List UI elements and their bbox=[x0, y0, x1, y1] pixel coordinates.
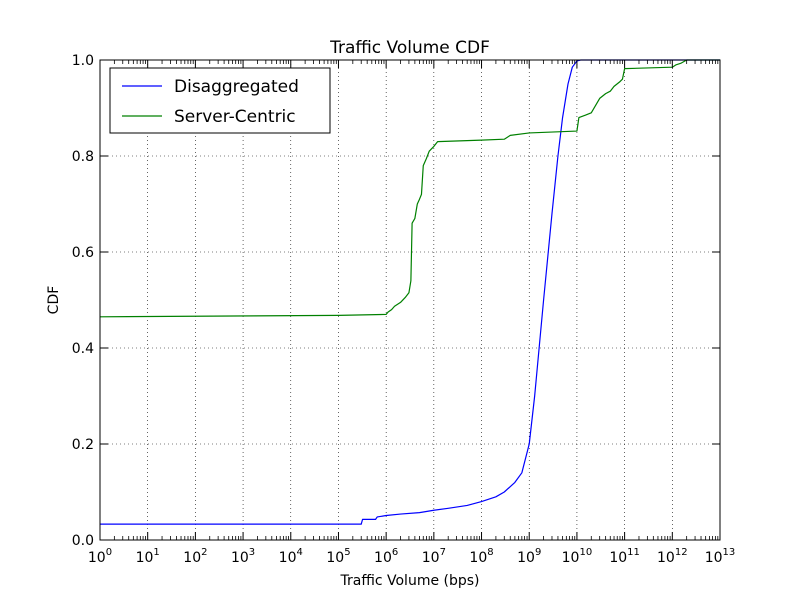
series-lines bbox=[99, 59, 720, 525]
x-tick-label: 104 bbox=[279, 547, 303, 566]
legend-box bbox=[109, 67, 331, 134]
y-tick-label: 1.0 bbox=[72, 53, 94, 69]
legend-label-disaggregated: Disaggregated bbox=[174, 77, 299, 97]
axis-tick-labels: 100 101 102 103 104 105 106 107 108 109 1010 1011 10… bbox=[72, 53, 736, 566]
x-tick-label: 103 bbox=[231, 547, 255, 566]
x-axis-label: Traffic Volume (bps) bbox=[339, 573, 479, 589]
x-tick-label: 100 bbox=[88, 547, 112, 566]
axis-ticks bbox=[99, 59, 721, 541]
x-tick-label: 1013 bbox=[705, 547, 736, 566]
x-tick-label: 1011 bbox=[609, 547, 640, 566]
y-tick-label: 0.8 bbox=[72, 149, 94, 165]
axes-frame bbox=[99, 59, 721, 541]
x-tick-label: 101 bbox=[136, 547, 160, 566]
x-tick-label: 102 bbox=[183, 547, 207, 566]
y-tick-label: 0.2 bbox=[72, 437, 94, 453]
series-line-server-centric bbox=[99, 59, 720, 318]
x-tick-label: 106 bbox=[374, 547, 398, 566]
legend-label-server-centric: Server-Centric bbox=[174, 107, 296, 127]
x-tick-label: 1010 bbox=[562, 547, 593, 566]
y-tick-label: 0.6 bbox=[72, 245, 94, 261]
y-axis-label: CDF bbox=[46, 286, 62, 315]
x-tick-label: 108 bbox=[469, 547, 493, 566]
y-tick-label: 0.4 bbox=[72, 341, 94, 357]
x-tick-label: 109 bbox=[517, 547, 541, 566]
y-tick-label: 0.0 bbox=[72, 533, 94, 549]
chart-title: Traffic Volume CDF bbox=[329, 38, 490, 58]
series-line-disaggregated bbox=[100, 59, 720, 525]
x-tick-label: 1012 bbox=[657, 547, 688, 566]
x-tick-label: 105 bbox=[326, 547, 350, 566]
legend: Disaggregated Server-Centric bbox=[109, 67, 331, 134]
x-tick-label: 107 bbox=[422, 547, 446, 566]
